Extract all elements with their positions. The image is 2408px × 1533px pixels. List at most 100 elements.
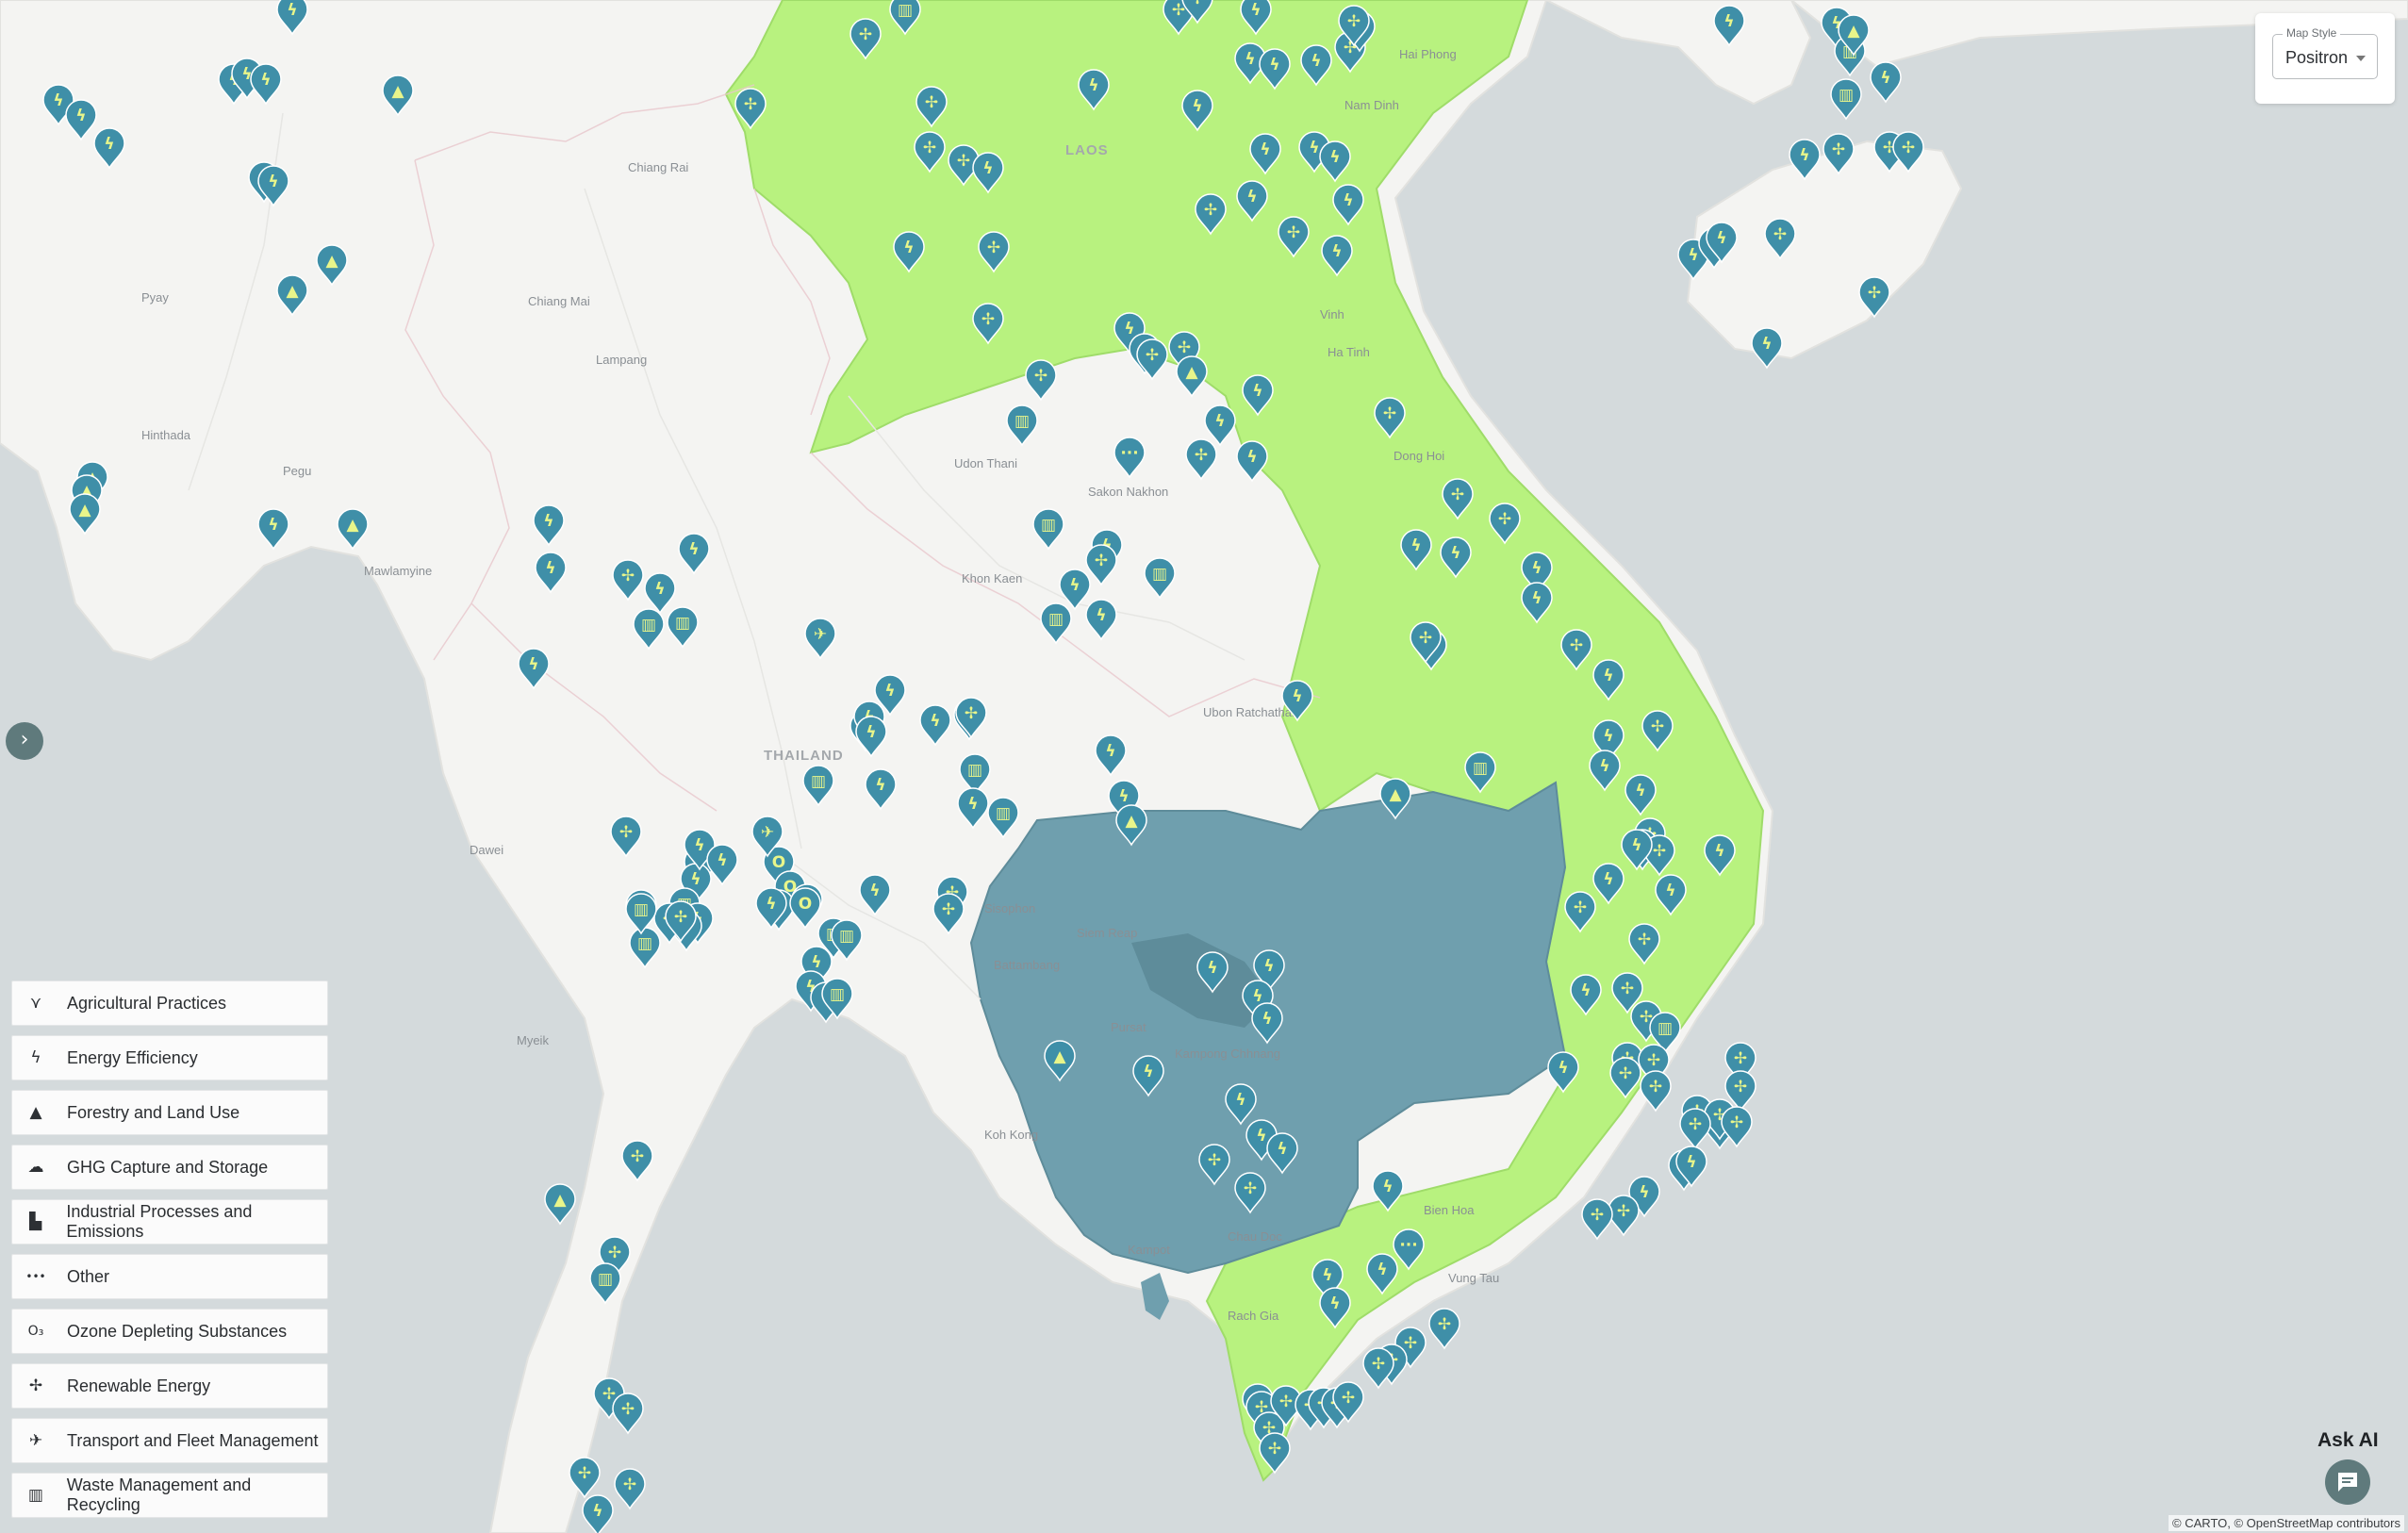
project-pin-lightning-icon[interactable]: ϟ — [1547, 1051, 1579, 1094]
project-pin-lightning-icon[interactable]: ϟ — [919, 704, 951, 747]
project-pin-lightning-icon[interactable]: ϟ — [276, 0, 308, 36]
legend-item-transport[interactable]: ✈ Transport and Fleet Management — [11, 1418, 328, 1463]
project-pin-lightning-icon[interactable]: ϟ — [1242, 374, 1274, 417]
project-pin-lightning-icon[interactable]: ϟ — [518, 648, 550, 690]
project-pin-lightning-icon[interactable]: ϟ — [1570, 974, 1602, 1016]
project-pin-tree-icon[interactable]: ▲ — [1838, 14, 1870, 57]
project-pin-wind-turbine-icon[interactable]: ✢ — [1025, 359, 1057, 402]
project-pin-wind-turbine-icon[interactable]: ✢ — [1609, 1057, 1641, 1099]
project-pin-lightning-icon[interactable]: ϟ — [1095, 734, 1127, 777]
project-pin-lightning-icon[interactable]: ϟ — [65, 99, 97, 141]
project-pin-lightning-icon[interactable]: ϟ — [1321, 235, 1353, 277]
project-pin-lightning-icon[interactable]: ϟ — [972, 152, 1004, 194]
project-pin-tree-icon[interactable]: ▲ — [276, 274, 308, 317]
project-pin-tree-icon[interactable]: ▲ — [69, 493, 101, 536]
project-pin-trash-icon[interactable]: ▥ — [589, 1262, 621, 1305]
project-pin-lightning-icon[interactable]: ϟ — [1059, 569, 1091, 611]
project-pin-trash-icon[interactable]: ▥ — [889, 0, 921, 36]
project-pin-wind-turbine-icon[interactable]: ✢ — [1822, 133, 1855, 175]
legend-item-waste[interactable]: ▥ Waste Management and Recycling — [11, 1473, 328, 1518]
project-pin-lightning-icon[interactable]: ϟ — [1078, 69, 1110, 111]
project-pin-lightning-icon[interactable]: ϟ — [1621, 829, 1653, 871]
project-pin-lightning-icon[interactable]: ϟ — [1592, 863, 1625, 905]
project-pin-lightning-icon[interactable]: ϟ — [582, 1494, 614, 1533]
project-pin-lightning-icon[interactable]: ϟ — [1300, 44, 1332, 87]
project-pin-lightning-icon[interactable]: ϟ — [257, 508, 289, 551]
project-pin-lightning-icon[interactable]: ϟ — [1259, 48, 1291, 91]
project-pin-lightning-icon[interactable]: ϟ — [1366, 1253, 1398, 1295]
project-pin-lightning-icon[interactable]: ϟ — [1225, 1083, 1257, 1126]
project-pins[interactable]: ϟϟϟϟϟϟϟ▲ϟϟ▲▲▲▲▲ϟ▲ϟ✢▥✢✢✢✢ϟϟ✢✢ϟ✢✢ϟϟϟϟ✢✢✢ϟϟ… — [42, 0, 1924, 1533]
project-pin-wind-turbine-icon[interactable]: ✢ — [1428, 1308, 1460, 1350]
legend-item-energy-efficiency[interactable]: ϟ Energy Efficiency — [11, 1035, 328, 1080]
project-pin-wind-turbine-icon[interactable]: ✢ — [1489, 503, 1521, 545]
project-pin-lightning-icon[interactable]: ϟ — [1592, 719, 1625, 762]
project-pin-trash-icon[interactable]: ▥ — [821, 978, 853, 1020]
project-pin-trash-icon[interactable]: ▥ — [987, 797, 1019, 839]
legend-item-ozone[interactable]: O₃ Ozone Depleting Substances — [11, 1309, 328, 1354]
project-pin-trash-icon[interactable]: ▥ — [625, 893, 657, 935]
project-pin-lightning-icon[interactable]: ϟ — [1236, 440, 1268, 483]
legend-item-other[interactable]: ••• Other — [11, 1254, 328, 1299]
project-pin-tree-icon[interactable]: ▲ — [337, 508, 369, 551]
project-pin-wind-turbine-icon[interactable]: ✢ — [1234, 1172, 1266, 1214]
project-pin-trash-icon[interactable]: ▥ — [1144, 557, 1176, 600]
project-pin-wind-turbine-icon[interactable]: ✢ — [955, 697, 987, 739]
project-pin-tree-icon[interactable]: ▲ — [382, 74, 414, 117]
project-pin-lightning-icon[interactable]: ϟ — [1204, 404, 1236, 447]
project-pin-lightning-icon[interactable]: ϟ — [1400, 529, 1432, 571]
project-pin-airplane-icon[interactable]: ✈ — [751, 816, 783, 858]
project-pin-ozone-molecule-icon[interactable]: O — [789, 887, 821, 930]
project-pin-tree-icon[interactable]: ▲ — [544, 1183, 576, 1226]
project-pin-trash-icon[interactable]: ▥ — [633, 608, 665, 651]
project-pin-lightning-icon[interactable]: ϟ — [1085, 599, 1117, 641]
project-pin-wind-turbine-icon[interactable]: ✢ — [1259, 1432, 1291, 1475]
project-pin-lightning-icon[interactable]: ϟ — [1236, 180, 1268, 223]
project-pin-wind-turbine-icon[interactable]: ✢ — [1410, 621, 1442, 664]
project-pin-lightning-icon[interactable]: ϟ — [1319, 140, 1351, 183]
project-pin-lightning-icon[interactable]: ϟ — [957, 787, 989, 830]
project-pin-trash-icon[interactable]: ▥ — [831, 919, 863, 962]
project-pin-trash-icon[interactable]: ▥ — [1032, 508, 1064, 551]
project-pin-tree-icon[interactable]: ▲ — [1115, 804, 1147, 847]
legend-item-ghg-capture[interactable]: ☁ GHG Capture and Storage — [11, 1145, 328, 1190]
project-pin-wind-turbine-icon[interactable]: ✢ — [1085, 544, 1117, 586]
project-pin-wind-turbine-icon[interactable]: ✢ — [915, 86, 948, 128]
project-pin-lightning-icon[interactable]: ϟ — [257, 165, 289, 207]
legend-item-forestry[interactable]: ▲ Forestry and Land Use — [11, 1090, 328, 1135]
project-pin-wind-turbine-icon[interactable]: ✢ — [1362, 1347, 1394, 1390]
project-pin-airplane-icon[interactable]: ✈ — [804, 618, 836, 660]
project-pin-wind-turbine-icon[interactable]: ✢ — [734, 88, 767, 130]
project-pin-wind-turbine-icon[interactable]: ✢ — [1564, 891, 1596, 933]
project-pin-wind-turbine-icon[interactable]: ✢ — [621, 1140, 653, 1182]
project-pin-trash-icon[interactable]: ▥ — [1006, 404, 1038, 447]
project-pin-lightning-icon[interactable]: ϟ — [678, 533, 710, 575]
project-pin-wind-turbine-icon[interactable]: ✢ — [1721, 1106, 1753, 1148]
project-pin-lightning-icon[interactable]: ϟ — [859, 874, 891, 916]
project-pin-lightning-icon[interactable]: ϟ — [1625, 774, 1657, 816]
project-pin-lightning-icon[interactable]: ϟ — [1675, 1146, 1707, 1188]
project-pin-wind-turbine-icon[interactable]: ✢ — [569, 1457, 601, 1499]
project-pin-wind-turbine-icon[interactable]: ✢ — [612, 1393, 644, 1435]
project-pin-lightning-icon[interactable]: ϟ — [855, 716, 887, 758]
project-pin-trash-icon[interactable]: ▥ — [802, 765, 834, 807]
project-pin-wind-turbine-icon[interactable]: ✢ — [1195, 193, 1227, 236]
legend-item-agricultural-practices[interactable]: ⋎ Agricultural Practices — [11, 981, 328, 1026]
project-pin-lightning-icon[interactable]: ϟ — [1789, 139, 1821, 181]
project-pin-lightning-icon[interactable]: ϟ — [1704, 834, 1736, 877]
project-pin-lightning-icon[interactable]: ϟ — [1592, 659, 1625, 701]
project-pin-lightning-icon[interactable]: ϟ — [1870, 61, 1902, 104]
project-pin-wind-turbine-icon[interactable]: ✢ — [1198, 1144, 1230, 1186]
project-pin-wind-turbine-icon[interactable]: ✢ — [932, 893, 965, 935]
project-pin-wind-turbine-icon[interactable]: ✢ — [665, 900, 697, 943]
project-pin-more-dots-icon[interactable]: ··· — [1113, 437, 1146, 479]
project-pin-trash-icon[interactable]: ▥ — [1649, 1012, 1681, 1054]
legend-item-renewable[interactable]: ✢ Renewable Energy — [11, 1363, 328, 1409]
project-pin-wind-turbine-icon[interactable]: ✢ — [610, 816, 642, 858]
project-pin-wind-turbine-icon[interactable]: ✢ — [1724, 1070, 1757, 1113]
project-pin-wind-turbine-icon[interactable]: ✢ — [612, 559, 644, 602]
project-pin-trash-icon[interactable]: ▥ — [959, 753, 991, 796]
project-pin-lightning-icon[interactable]: ϟ — [535, 552, 567, 594]
project-pin-lightning-icon[interactable]: ϟ — [1281, 680, 1313, 722]
